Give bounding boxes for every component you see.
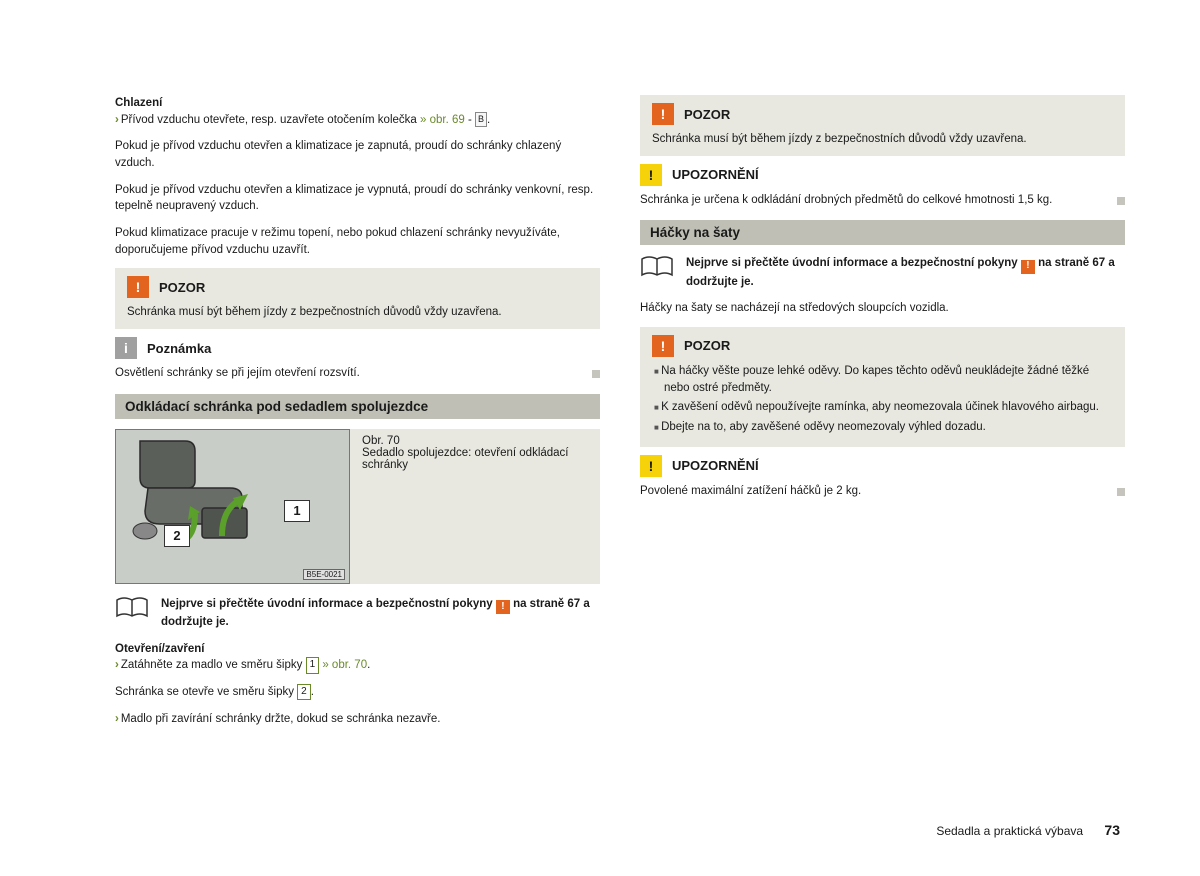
- section-end-icon: [592, 370, 600, 378]
- fig-ref-link[interactable]: » obr. 69: [420, 114, 465, 126]
- ref-box-2: 2: [297, 684, 311, 701]
- open-close-heading: Otevření/zavření ›Zatáhněte za madlo ve …: [115, 641, 600, 674]
- warning-title: POZOR: [159, 280, 205, 295]
- right-column: ! POZOR Schránka musí být během jízdy z …: [640, 95, 1125, 737]
- figure-callout-2: 2: [164, 525, 190, 547]
- warning-icon: !: [652, 103, 674, 125]
- page-footer: Sedadla a praktická výbava 73: [936, 822, 1120, 838]
- paragraph: Háčky na šaty se nacházejí na středových…: [640, 300, 1125, 317]
- read-first-block: Nejprve si přečtěte úvodní informace a b…: [115, 596, 600, 631]
- caution-title: UPOZORNĚNÍ: [672, 458, 759, 473]
- figure-row: 1 2 B5E-0021 Obr. 70 Sedadlo spolujezdce…: [115, 429, 600, 584]
- warning-bullet: Na háčky věšte pouze lehké oděvy. Do kap…: [652, 363, 1113, 396]
- callout-b: B: [475, 112, 487, 127]
- bullet-arrow: ›: [115, 713, 119, 725]
- warning-box: ! POZOR Na háčky věšte pouze lehké oděvy…: [640, 327, 1125, 447]
- book-icon: [115, 596, 149, 620]
- page: Chlazení ›Přívod vzduchu otevřete, resp.…: [0, 0, 1200, 777]
- ref-box-1: 1: [306, 657, 320, 674]
- caution-header: ! UPOZORNĚNÍ: [640, 164, 1125, 186]
- caution-body: Schránka je určena k odkládání drobných …: [640, 192, 1125, 209]
- read-first-block: Nejprve si přečtěte úvodní informace a b…: [640, 255, 1125, 290]
- fig-ref-link[interactable]: » obr. 70: [319, 659, 367, 671]
- info-icon: i: [115, 337, 137, 359]
- read-first-text: Nejprve si přečtěte úvodní informace a b…: [161, 596, 600, 631]
- left-column: Chlazení ›Přívod vzduchu otevřete, resp.…: [115, 95, 600, 737]
- figure-70: 1 2 B5E-0021: [115, 429, 350, 584]
- footer-title: Sedadla a praktická výbava: [936, 824, 1083, 838]
- warning-bullet: K zavěšení oděvů nepoužívejte ramínka, a…: [652, 399, 1113, 416]
- caution-body: Povolené maximální zatížení háčků je 2 k…: [640, 483, 1125, 500]
- open-paragraph: Schránka se otevře ve směru šipky 2.: [115, 684, 600, 701]
- cooling-text: Přívod vzduchu otevřete, resp. uzavřete …: [121, 114, 420, 126]
- figure-caption: Obr. 70 Sedadlo spolujezdce: otevření od…: [362, 429, 590, 584]
- warning-inline-icon: !: [496, 600, 510, 614]
- caution-header: ! UPOZORNĚNÍ: [640, 455, 1125, 477]
- note-title: Poznámka: [147, 341, 211, 356]
- bullet-arrow: ›: [115, 114, 119, 126]
- note-body: Osvětlení schránky se při jejím otevření…: [115, 365, 600, 382]
- cooling-heading: Chlazení ›Přívod vzduchu otevřete, resp.…: [115, 95, 600, 128]
- figure-code: B5E-0021: [303, 569, 345, 580]
- warning-inline-icon: !: [1021, 260, 1035, 274]
- warning-title: POZOR: [684, 338, 730, 353]
- book-icon: [640, 255, 674, 279]
- warning-bullet: Dbejte na to, aby zavěšené oděvy neomezo…: [652, 419, 1113, 436]
- caution-title: UPOZORNĚNÍ: [672, 167, 759, 182]
- warning-title: POZOR: [684, 107, 730, 122]
- open-line-1: Zatáhněte za madlo ve směru šipky: [121, 659, 306, 671]
- note-header: i Poznámka: [115, 337, 600, 359]
- page-number: 73: [1104, 822, 1120, 838]
- seat-illustration: [130, 436, 265, 546]
- caution-icon: !: [640, 455, 662, 477]
- close-instruction: ›Madlo při zavírání schránky držte, doku…: [115, 711, 600, 728]
- warning-body: Schránka musí být během jízdy z bezpečno…: [652, 131, 1113, 148]
- read-first-text: Nejprve si přečtěte úvodní informace a b…: [686, 255, 1125, 290]
- paragraph: Pokud je přívod vzduchu otevřen a klimat…: [115, 182, 600, 215]
- warning-box: ! POZOR Schránka musí být během jízdy z …: [640, 95, 1125, 156]
- section-heading: Háčky na šaty: [640, 220, 1125, 245]
- section-end-icon: [1117, 488, 1125, 496]
- warning-icon: !: [652, 335, 674, 357]
- bullet-arrow: ›: [115, 659, 119, 671]
- warning-icon: !: [127, 276, 149, 298]
- section-heading: Odkládací schránka pod sedadlem spolujez…: [115, 394, 600, 419]
- warning-box: ! POZOR Schránka musí být během jízdy z …: [115, 268, 600, 329]
- paragraph: Pokud klimatizace pracuje v režimu topen…: [115, 225, 600, 258]
- section-end-icon: [1117, 197, 1125, 205]
- warning-body: Schránka musí být během jízdy z bezpečno…: [127, 304, 588, 321]
- paragraph: Pokud je přívod vzduchu otevřen a klimat…: [115, 138, 600, 171]
- figure-callout-1: 1: [284, 500, 310, 522]
- caution-icon: !: [640, 164, 662, 186]
